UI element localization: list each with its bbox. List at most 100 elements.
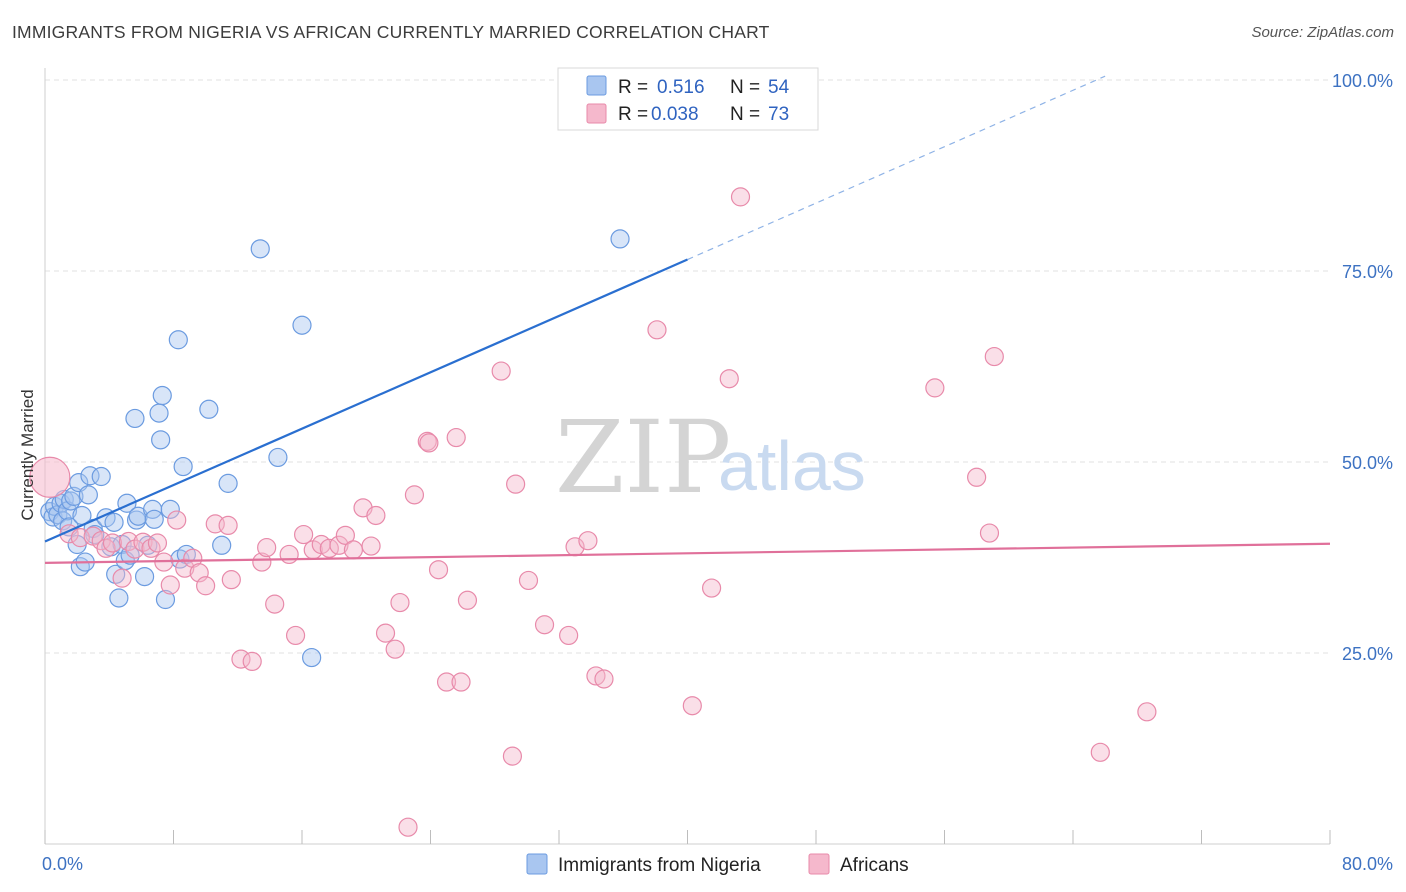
nigeria-point-37 xyxy=(151,430,171,450)
africans-point-38 xyxy=(361,536,381,556)
nigeria-point-52 xyxy=(610,229,630,249)
africans-point-72 xyxy=(419,433,439,453)
nigeria-point-39 xyxy=(155,589,176,610)
africans-point-44 xyxy=(404,485,425,505)
chart-title: IMMIGRANTS FROM NIGERIA VS AFRICAN CURRE… xyxy=(12,22,770,42)
nigeria-point-45 xyxy=(199,399,219,419)
africans-point-47 xyxy=(436,672,457,692)
africans-point-35 xyxy=(335,525,355,545)
nigeria-point-49 xyxy=(268,447,288,468)
legend-n-value-africans: 73 xyxy=(768,104,789,125)
africans-point-26 xyxy=(257,537,277,558)
africans-point-6 xyxy=(102,533,123,553)
africans-point-43 xyxy=(398,817,418,837)
bottom-legend-label-africans: Africans xyxy=(840,855,909,876)
africans-point-58 xyxy=(578,531,598,551)
africans-point-63 xyxy=(701,578,722,598)
africans-point-22 xyxy=(221,570,241,590)
africans-points xyxy=(29,187,1157,837)
nigeria-trend-line xyxy=(44,258,688,543)
nigeria-point-35 xyxy=(144,509,164,529)
africans-point-19 xyxy=(196,576,216,596)
nigeria-point-47 xyxy=(218,473,238,493)
africans-point-29 xyxy=(285,625,306,646)
africans-point-50 xyxy=(457,590,478,610)
watermark-atlas: atlas xyxy=(718,427,866,505)
nigeria-point-24 xyxy=(109,588,129,608)
africans-point-66 xyxy=(925,378,945,398)
africans-point-51 xyxy=(491,361,511,381)
africans-point-46 xyxy=(428,560,449,580)
nigeria-point-19 xyxy=(91,466,111,487)
axes xyxy=(44,68,1331,845)
grid-lines xyxy=(45,79,1330,654)
legend-n-label-nigeria: N = xyxy=(730,77,760,98)
africans-point-24 xyxy=(242,651,262,672)
legend-swatch-nigeria xyxy=(586,75,607,96)
nigeria-point-43 xyxy=(173,456,193,477)
africans-point-25 xyxy=(252,552,272,572)
trend-lines xyxy=(44,75,1331,564)
nigeria-point-41 xyxy=(168,330,188,350)
nigeria-point-50 xyxy=(292,315,312,335)
africans-point-34 xyxy=(329,535,349,555)
correlation-legend: R = 0.516 N = 54 R = 0.038 N = 73 xyxy=(557,67,819,131)
nigeria-point-51 xyxy=(302,647,322,668)
africans-point-40 xyxy=(375,623,396,643)
legend-n-value-nigeria: 54 xyxy=(768,77,790,98)
africans-point-27 xyxy=(265,594,285,614)
africans-point-48 xyxy=(446,427,466,448)
nigeria-point-32 xyxy=(134,566,155,587)
bottom-legend-swatch-africans xyxy=(808,853,830,875)
nigeria-point-15 xyxy=(78,485,98,505)
africans-point-39 xyxy=(366,505,386,526)
legend-swatch-africans xyxy=(586,103,607,124)
africans-point-56 xyxy=(559,625,579,646)
africans-trend-line xyxy=(44,542,1331,564)
x-tick-label-0: 0.0% xyxy=(42,854,83,874)
africans-point-71 xyxy=(1137,702,1157,722)
legend-n-label-africans: N = xyxy=(730,104,760,125)
africans-point-61 xyxy=(647,320,667,340)
africans-point-41 xyxy=(385,639,405,659)
africans-point-7 xyxy=(112,568,132,588)
watermark-zip: ZIP xyxy=(555,399,731,516)
africans-point-69 xyxy=(984,346,1004,367)
y-tick-label-3: 100.0% xyxy=(1332,71,1393,91)
legend-r-value-africans: 0.038 xyxy=(651,104,699,125)
nigeria-point-38 xyxy=(152,385,172,406)
africans-point-16 xyxy=(175,558,195,578)
africans-point-70 xyxy=(1090,742,1110,762)
nigeria-point-36 xyxy=(149,403,169,423)
bottom-legend-label-nigeria: Immigrants from Nigeria xyxy=(558,855,761,876)
africans-point-11 xyxy=(141,538,161,558)
africans-point-0 xyxy=(29,456,71,498)
africans-point-9 xyxy=(125,539,145,559)
africans-point-68 xyxy=(979,523,1000,543)
nigeria-points xyxy=(40,229,630,668)
tick-labels: 25.0% 50.0% 75.0% 100.0% 0.0% 80.0% xyxy=(42,71,1393,874)
nigeria-point-48 xyxy=(250,239,270,259)
series-legend: Immigrants from Nigeria Africans xyxy=(526,853,909,876)
africans-point-54 xyxy=(518,570,539,591)
africans-point-60 xyxy=(594,669,614,689)
nigeria-point-40 xyxy=(160,499,180,519)
africans-point-5 xyxy=(96,538,116,558)
nigeria-point-29 xyxy=(125,408,145,429)
africans-point-65 xyxy=(730,187,751,207)
africans-point-49 xyxy=(451,672,471,692)
africans-point-42 xyxy=(390,592,410,613)
y-axis-label: Currently Married xyxy=(18,389,37,520)
africans-point-53 xyxy=(506,474,526,494)
africans-point-36 xyxy=(343,540,363,560)
africans-point-62 xyxy=(682,696,702,716)
y-tick-label-0: 25.0% xyxy=(1342,644,1393,664)
africans-point-21 xyxy=(218,515,238,536)
nigeria-point-22 xyxy=(104,512,124,532)
africans-point-64 xyxy=(719,369,739,389)
africans-point-8 xyxy=(118,531,139,552)
africans-point-55 xyxy=(534,615,555,635)
africans-point-12 xyxy=(147,533,168,553)
africans-point-52 xyxy=(502,746,523,766)
